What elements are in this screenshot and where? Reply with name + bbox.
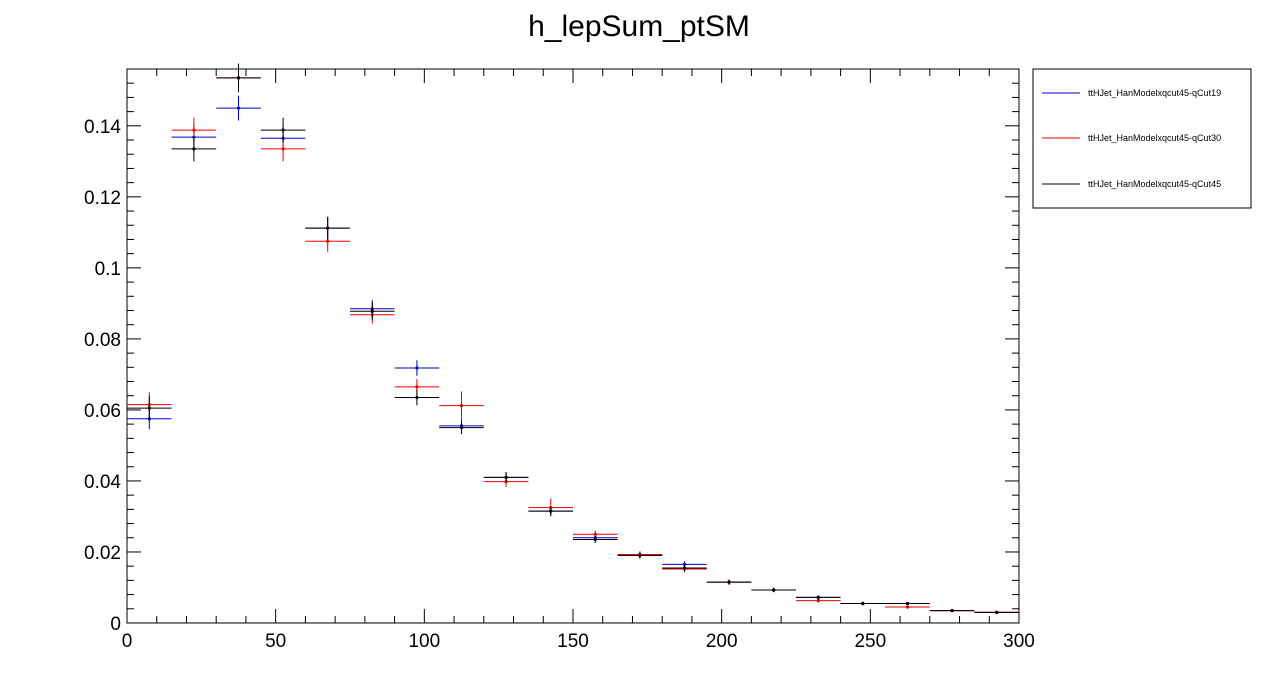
data-marker [192, 147, 196, 151]
y-tick-label: 0.14 [84, 117, 121, 138]
x-tick-label: 0 [122, 631, 133, 652]
y-tick-label: 0.04 [84, 472, 121, 493]
x-tick-labels: 0 50 100 150 200 250 300 [122, 631, 1035, 652]
data-marker [861, 601, 865, 606]
chart-title: h_lepSum_ptSM [528, 10, 750, 43]
data-point [439, 391, 484, 420]
data-marker [593, 532, 597, 536]
x-tick-label: 50 [265, 631, 286, 652]
data-point [216, 63, 261, 93]
data-marker [549, 509, 553, 513]
legend-label: ttHJet_HanModelxqcut45-qCut19 [1088, 88, 1221, 98]
data-point [127, 395, 172, 421]
data-point [929, 608, 975, 613]
data-point [394, 360, 440, 376]
x-tick-label: 200 [706, 631, 738, 652]
data-marker [326, 239, 330, 243]
series-3 [127, 63, 1019, 614]
data-point [260, 117, 306, 143]
data-marker [459, 426, 464, 430]
data-marker [682, 566, 687, 570]
y-tick-label: 0.02 [84, 543, 121, 564]
data-point [305, 216, 350, 240]
data-marker [147, 406, 151, 410]
data-point [885, 605, 930, 609]
x-tick-label: 250 [854, 631, 886, 652]
data-marker [504, 475, 508, 479]
series-2 [127, 63, 1019, 614]
data-marker [236, 76, 241, 80]
data-marker [370, 309, 374, 313]
series-layer [127, 63, 1019, 614]
data-point [662, 564, 707, 572]
data-point [171, 136, 217, 162]
y-tick-label: 0.06 [84, 401, 121, 422]
data-point [617, 552, 663, 559]
data-point [751, 587, 796, 593]
data-marker [415, 395, 419, 400]
data-marker [192, 128, 196, 132]
data-marker [950, 608, 954, 613]
data-point [216, 95, 261, 121]
legend: ttHJet_HanModelxqcut45-qCut19 ttHJet_HanM… [1032, 68, 1252, 209]
data-point [483, 472, 529, 483]
data-point [573, 535, 618, 544]
data-point [840, 601, 886, 606]
data-point [439, 421, 484, 435]
y-tick-label: 0 [110, 614, 121, 635]
data-marker [638, 553, 642, 558]
data-marker [727, 580, 731, 584]
data-marker [682, 562, 687, 567]
legend-entry: ttHJet_HanModelxqcut45-qCut30 [1042, 133, 1221, 143]
y-tick-label: 0.1 [95, 259, 121, 280]
data-marker [281, 147, 285, 151]
data-point [350, 302, 395, 321]
data-marker [281, 128, 285, 132]
data-marker [995, 610, 999, 614]
data-point [796, 598, 841, 603]
y-tick-label: 0.12 [84, 188, 121, 209]
legend-entry: ttHJet_HanModelxqcut45-qCut19 [1042, 88, 1221, 98]
data-marker [415, 385, 419, 389]
data-marker [459, 404, 464, 408]
axis-ticks [126, 68, 1020, 624]
data-marker [905, 605, 910, 609]
data-marker [816, 599, 820, 603]
data-point [394, 389, 440, 406]
data-point [974, 610, 1019, 614]
y-tick-label: 0.08 [84, 330, 121, 351]
data-point [706, 579, 752, 585]
y-tick-labels: 0 0.02 0.04 0.06 0.08 0.1 0.12 0.14 [84, 117, 121, 635]
legend-label: ttHJet_HanModelxqcut45-qCut30 [1088, 133, 1221, 143]
legend-entry: ttHJet_HanModelxqcut45-qCut45 [1042, 179, 1221, 189]
data-marker [772, 588, 776, 592]
x-tick-label: 150 [557, 631, 589, 652]
legend-entries: ttHJet_HanModelxqcut45-qCut19 ttHJet_HanM… [1042, 88, 1221, 189]
data-marker [593, 537, 597, 542]
data-marker [905, 601, 910, 606]
legend-label: ttHJet_HanModelxqcut45-qCut45 [1088, 179, 1221, 189]
x-tick-label: 100 [408, 631, 440, 652]
x-tick-label: 300 [1003, 631, 1035, 652]
series-1 [127, 95, 1019, 614]
data-marker [236, 106, 241, 110]
data-marker [816, 595, 820, 600]
data-marker [326, 226, 330, 230]
data-point [796, 595, 841, 600]
data-point [885, 601, 930, 606]
data-marker [415, 366, 419, 370]
data-point [528, 506, 573, 516]
